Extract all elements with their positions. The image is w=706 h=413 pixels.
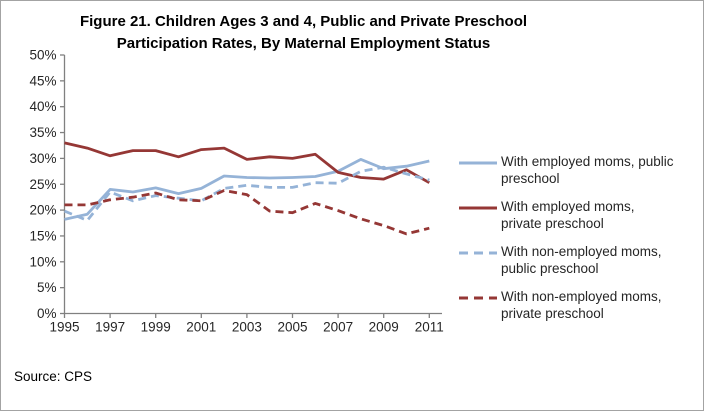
y-axis-label: 30% xyxy=(29,151,56,166)
y-axis-label: 5% xyxy=(37,280,57,295)
legend-label-line: With employed moms, public xyxy=(501,154,674,169)
page-title: Figure 21. Children Ages 3 and 4, Public… xyxy=(26,11,581,55)
y-axis-label: 50% xyxy=(29,48,56,63)
legend-label-line: public preschool xyxy=(501,261,599,276)
legend-line-employed-private-icon xyxy=(459,206,497,210)
y-axis-label: 20% xyxy=(29,203,56,218)
legend-label-employed-private: With employed moms, private preschool xyxy=(501,198,635,232)
x-axis-label: 2007 xyxy=(323,320,353,335)
series-line-0 xyxy=(64,157,430,221)
axis-lines xyxy=(63,55,442,315)
legend-item-employed-public: With employed moms, public preschool xyxy=(459,153,699,187)
legend-label-nonemployed-private: With non-employed moms, private preschoo… xyxy=(501,288,662,322)
x-axis-label: 2011 xyxy=(415,320,444,335)
y-axis-label: 0% xyxy=(37,306,57,321)
legend-label-line: private preschool xyxy=(501,306,604,321)
legend-item-nonemployed-public: With non-employed moms, public preschool xyxy=(459,243,699,277)
legend-label-line: With non-employed moms, xyxy=(501,244,662,259)
x-axis-label: 1995 xyxy=(49,320,79,335)
legend-label-nonemployed-public: With non-employed moms, public preschool xyxy=(501,243,662,277)
x-axis-label: 2009 xyxy=(369,320,399,335)
y-axis-label: 45% xyxy=(29,73,56,88)
y-axis-label: 15% xyxy=(29,228,56,243)
series-line-2 xyxy=(63,165,430,222)
legend-line-employed-public-icon xyxy=(459,161,497,165)
legend-label-line: preschool xyxy=(501,171,560,186)
legend-item-nonemployed-private: With non-employed moms, private preschoo… xyxy=(459,288,699,322)
source-note: Source: CPS xyxy=(14,369,93,384)
x-axis-label: 1997 xyxy=(95,320,125,335)
series-line-1 xyxy=(64,141,430,184)
y-axis-label: 25% xyxy=(29,177,56,192)
x-axis-label: 2001 xyxy=(186,320,216,335)
legend-label-line: With non-employed moms, xyxy=(501,289,662,304)
title-line-1: Figure 21. Children Ages 3 and 4, Public… xyxy=(79,13,528,30)
x-axis-label: 2003 xyxy=(232,320,262,335)
legend-label-line: private preschool xyxy=(501,216,604,231)
chart-legend: With employed moms, public preschool Wit… xyxy=(459,153,699,333)
series-line-3 xyxy=(64,189,430,236)
y-axis-label: 35% xyxy=(29,125,56,140)
x-axis-label: 1999 xyxy=(141,320,171,335)
legend-line-nonemployed-private-icon xyxy=(459,296,497,300)
y-axis-label: 40% xyxy=(29,99,56,114)
y-axis-label: 10% xyxy=(29,254,56,269)
legend-label-employed-public: With employed moms, public preschool xyxy=(501,153,674,187)
title-line-2: Participation Rates, By Maternal Employm… xyxy=(116,35,491,52)
legend-item-employed-private: With employed moms, private preschool xyxy=(459,198,699,232)
legend-line-nonemployed-public-icon xyxy=(459,251,497,255)
legend-label-line: With employed moms, xyxy=(501,199,635,214)
x-axis-label: 2005 xyxy=(277,320,307,335)
